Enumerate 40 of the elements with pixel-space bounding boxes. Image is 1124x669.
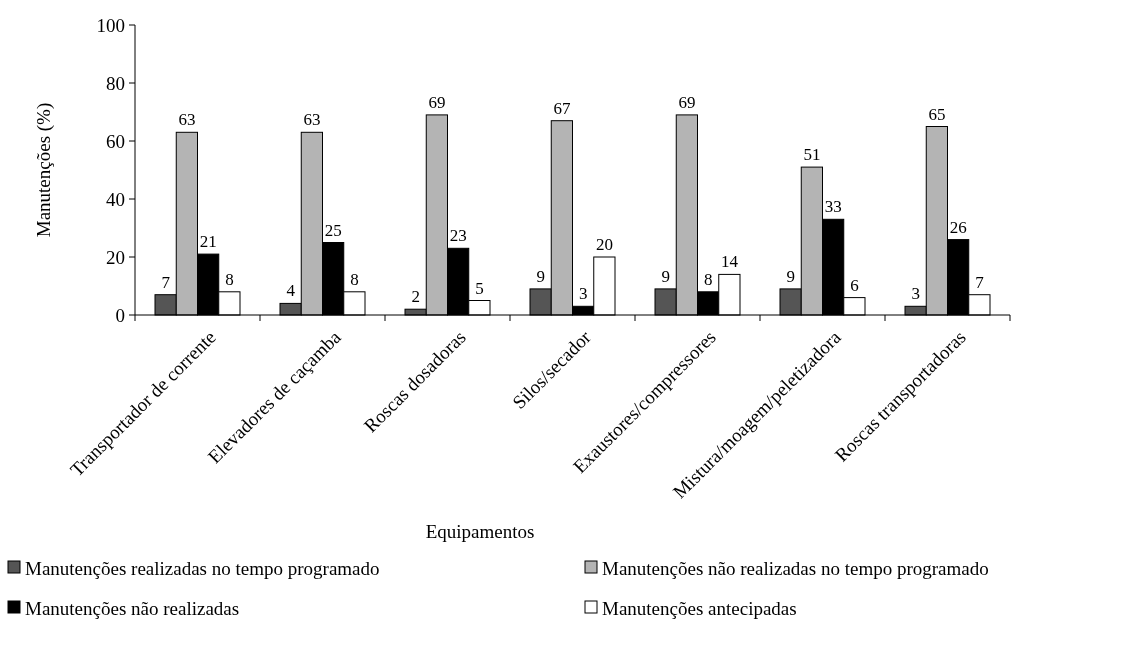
y-tick-label: 40 [106,188,125,210]
data-label: 67 [553,98,571,118]
x-axis-title: Equipamentos [425,521,535,542]
data-label: 8 [225,269,234,289]
y-tick-label: 0 [115,304,125,326]
data-label: 51 [803,145,821,165]
data-label: 3 [578,284,588,304]
data-label: 20 [595,235,613,254]
data-label: 69 [428,92,446,112]
y-axis-title: Manutenções (%) [33,102,55,238]
data-label: 23 [449,226,467,246]
legend-label: Manutenções realizadas no tempo programado [25,557,380,579]
data-label: 63 [178,110,196,130]
data-label: 69 [678,92,696,112]
y-tick-label: 80 [106,72,125,94]
data-label: 6 [850,275,859,295]
legend-label: Manutenções não realizadas no tempo programado [602,557,989,579]
legend-label: Manutenções não realizadas [25,597,240,619]
data-label: 9 [536,266,545,286]
data-label: 7 [975,272,985,292]
y-tick-label: 20 [106,246,125,268]
data-label: 26 [949,217,967,237]
data-label: 4 [286,281,296,301]
data-label: 63 [303,110,321,130]
y-tick-label: 100 [96,14,125,36]
data-label: 7 [161,272,171,292]
data-label: 14 [720,252,739,272]
data-label: 9 [786,266,795,286]
legend-label: Manutenções antecipadas [602,597,797,619]
data-label: 8 [350,269,359,289]
data-label: 25 [324,220,342,240]
y-tick-label: 60 [106,130,125,152]
data-label: 9 [661,266,670,286]
data-label: 2 [411,287,420,307]
data-label: 3 [911,284,920,304]
data-label: 65 [928,104,946,124]
data-label: 21 [199,232,217,252]
data-label: 5 [475,278,484,298]
data-label: 8 [703,269,713,289]
data-label: 33 [824,197,842,217]
